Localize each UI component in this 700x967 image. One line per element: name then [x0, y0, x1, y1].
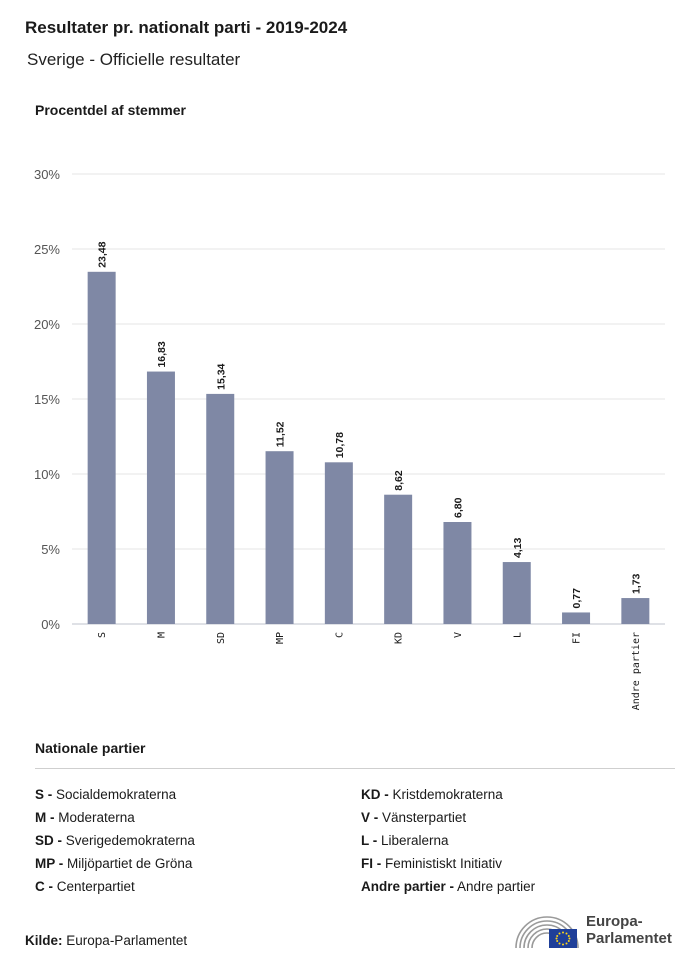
legend-item: MP - Miljöpartiet de Gröna [35, 855, 195, 878]
legend-abbr: KD - [361, 787, 389, 802]
legend-item: FI - Feministiskt Initiativ [361, 855, 535, 878]
legend-title: Nationale partier [35, 740, 146, 756]
bar-value-label: 23,48 [97, 241, 109, 267]
legend-column-left: S - Socialdemokraterna M - Moderaterna S… [35, 786, 195, 901]
source-value: Europa-Parlamentet [66, 933, 188, 948]
x-tick-label: S [97, 632, 108, 638]
legend-party-name: Moderaterna [58, 810, 135, 825]
x-tick-label: SD [216, 632, 227, 644]
x-tick-label: C [334, 632, 345, 638]
european-parliament-logo: Europa- Parlamentet [514, 912, 684, 950]
x-tick-label: Andre partier [631, 632, 642, 710]
x-tick-label: V [453, 632, 464, 638]
legend-abbr: L - [361, 833, 378, 848]
legend-abbr: C - [35, 879, 53, 894]
legend-abbr: FI - [361, 856, 382, 871]
y-tick-label: 0% [41, 617, 60, 632]
source-label: Kilde: [25, 933, 63, 948]
x-tick-label: KD [394, 632, 405, 644]
bar-value-label: 4,13 [512, 537, 524, 558]
legend-divider [35, 768, 675, 769]
bar-chart: 0% 5% 10% 15% 20% 25% 30% 23,48 S 16,83 M 15,34 SD 11… [34, 167, 665, 710]
y-tick-label: 10% [34, 467, 60, 482]
legend-party-name: Andre partier [457, 879, 536, 894]
x-tick-label: MP [275, 632, 286, 644]
legend-party-name: Miljöpartiet de Gröna [67, 856, 193, 871]
y-tick-label: 20% [34, 317, 60, 332]
legend-party-name: Liberalerna [381, 833, 449, 848]
bar-value-label: 16,83 [156, 341, 168, 367]
legend-party-name: Socialdemokraterna [56, 787, 177, 802]
x-tick-label: FI [572, 632, 583, 644]
legend-party-name: Kristdemokraterna [392, 787, 503, 802]
legend-party-name: Sverigedemokraterna [65, 833, 195, 848]
logo-line-1: Europa- [586, 913, 643, 930]
bar [562, 612, 591, 624]
bar [206, 393, 235, 624]
bar-value-label: 11,52 [275, 421, 287, 447]
x-tick-label: L [512, 632, 523, 638]
legend-item: Andre partier - Andre partier [361, 878, 535, 901]
bar [87, 271, 116, 624]
legend-item: SD - Sverigedemokraterna [35, 832, 195, 855]
legend-item: C - Centerpartiet [35, 878, 195, 901]
bar-value-label: 8,62 [393, 470, 405, 491]
legend-party-name: Vänsterpartiet [382, 810, 467, 825]
bar-value-label: 1,73 [630, 573, 642, 594]
legend-item: L - Liberalerna [361, 832, 535, 855]
chart-subtitle: Sverige - Officielle resultater [27, 50, 241, 69]
legend-party-name: Centerpartiet [56, 879, 135, 894]
y-tick-label: 15% [34, 392, 60, 407]
legend-abbr: MP - [35, 856, 64, 871]
bar-value-label: 0,77 [571, 588, 583, 609]
bar [265, 451, 294, 624]
logo-line-2: Parlamentet [586, 930, 672, 947]
bar-value-label: 10,78 [334, 432, 346, 458]
source-note: Kilde: Europa-Parlamentet [25, 933, 187, 948]
x-tick-label: M [156, 632, 167, 638]
legend-item: KD - Kristdemokraterna [361, 786, 535, 809]
bar [502, 562, 531, 624]
bar-value-label: 6,80 [452, 497, 464, 518]
bar-value-label: 15,34 [215, 363, 227, 389]
chart-title: Resultater pr. nationalt parti - 2019-20… [25, 18, 348, 37]
legend-abbr: M - [35, 810, 55, 825]
bar [443, 522, 472, 624]
legend-party-name: Feministiskt Initiativ [385, 856, 503, 871]
legend-column-right: KD - Kristdemokraterna V - Vänsterpartie… [361, 786, 535, 901]
bar [621, 598, 650, 624]
legend-abbr: Andre partier - [361, 879, 455, 894]
legend-abbr: SD - [35, 833, 62, 848]
bar [384, 494, 413, 624]
parliament-hemicycle-icon [515, 916, 579, 949]
y-tick-label: 25% [34, 242, 60, 257]
legend-item: M - Moderaterna [35, 809, 195, 832]
legend-item: S - Socialdemokraterna [35, 786, 195, 809]
legend-abbr: S - [35, 787, 53, 802]
legend-abbr: V - [361, 810, 379, 825]
logo-wordmark: Europa- Parlamentet [586, 913, 672, 947]
y-tick-label: 30% [34, 167, 60, 182]
legend-item: V - Vänsterpartiet [361, 809, 535, 832]
y-tick-label: 5% [41, 542, 60, 557]
bar [324, 462, 353, 624]
bar [146, 371, 175, 624]
y-axis-title: Procentdel af stemmer [35, 102, 186, 118]
